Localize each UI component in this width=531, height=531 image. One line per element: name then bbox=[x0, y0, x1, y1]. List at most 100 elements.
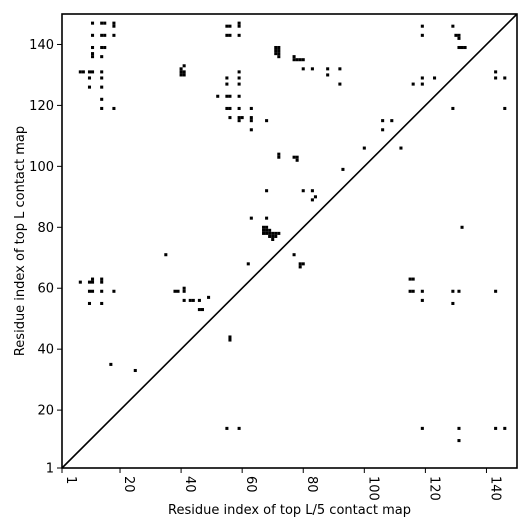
contact-point bbox=[295, 155, 299, 159]
contact-point bbox=[274, 52, 278, 56]
y-tick-label: 60 bbox=[37, 282, 54, 297]
x-tick-label: 60 bbox=[243, 476, 258, 493]
contact-point bbox=[249, 119, 253, 123]
contact-point bbox=[112, 24, 116, 28]
contact-point bbox=[310, 67, 314, 71]
contact-point bbox=[100, 21, 104, 25]
contact-point bbox=[228, 106, 232, 110]
contact-point bbox=[277, 155, 281, 159]
contact-point bbox=[249, 128, 253, 132]
contact-point bbox=[451, 301, 455, 305]
contact-point bbox=[265, 231, 269, 235]
contact-point bbox=[228, 33, 232, 37]
contact-point bbox=[182, 64, 186, 68]
contact-point bbox=[91, 70, 95, 74]
contact-point bbox=[87, 76, 92, 80]
contact-point bbox=[271, 237, 275, 241]
y-tick-label: 120 bbox=[29, 99, 54, 114]
contact-point bbox=[237, 76, 241, 80]
contact-point bbox=[100, 289, 104, 293]
contact-point bbox=[246, 262, 250, 266]
contact-point bbox=[381, 128, 385, 132]
contact-point bbox=[100, 76, 104, 80]
contact-point bbox=[228, 116, 232, 120]
contact-point bbox=[399, 146, 403, 150]
contact-point bbox=[341, 167, 345, 171]
contact-point bbox=[179, 67, 183, 71]
contact-point bbox=[265, 119, 269, 123]
contact-point bbox=[362, 146, 366, 150]
contact-point bbox=[454, 33, 458, 37]
contact-point bbox=[411, 289, 415, 293]
contact-point bbox=[240, 116, 244, 120]
x-tick-label: 80 bbox=[304, 476, 319, 493]
contact-point bbox=[451, 24, 455, 28]
contact-point bbox=[228, 335, 232, 339]
contact-point bbox=[100, 33, 104, 37]
x-tick-label: 140 bbox=[487, 476, 502, 501]
y-tick-label: 80 bbox=[37, 221, 54, 236]
contact-point bbox=[91, 280, 95, 284]
contact-point bbox=[225, 33, 229, 37]
contact-point bbox=[249, 106, 253, 110]
contact-point bbox=[420, 298, 424, 302]
contact-point bbox=[78, 70, 82, 74]
contact-point bbox=[420, 426, 424, 430]
contact-point bbox=[292, 253, 296, 257]
contact-point bbox=[408, 277, 412, 281]
contact-point bbox=[179, 73, 183, 77]
contact-point bbox=[216, 94, 220, 98]
contact-point bbox=[103, 33, 107, 37]
contact-point bbox=[326, 73, 330, 77]
contact-point bbox=[100, 45, 104, 50]
contact-point bbox=[326, 67, 330, 71]
contact-point bbox=[268, 228, 272, 232]
contact-point bbox=[237, 33, 241, 37]
y-tick-label: 140 bbox=[29, 38, 54, 53]
contact-point bbox=[298, 262, 302, 266]
y-axis-label: Residue index of top L contact map bbox=[13, 126, 28, 356]
plot-frame bbox=[61, 13, 518, 469]
contact-point bbox=[225, 82, 229, 86]
x-axis-ticks: 1 20 40 60 80 100 120 140 bbox=[61, 468, 502, 501]
contact-point bbox=[103, 45, 107, 50]
contact-point bbox=[457, 36, 461, 40]
contact-point bbox=[494, 289, 498, 293]
contact-point bbox=[87, 85, 92, 89]
contact-point bbox=[249, 216, 253, 220]
contact-point bbox=[87, 70, 92, 74]
contact-point bbox=[271, 231, 275, 235]
contact-point bbox=[182, 298, 186, 302]
contact-point bbox=[91, 33, 95, 37]
contact-point bbox=[277, 152, 281, 156]
contact-point bbox=[277, 49, 281, 53]
contact-point bbox=[78, 280, 82, 284]
contact-point bbox=[494, 76, 498, 80]
contact-point bbox=[173, 289, 177, 293]
y-tick-label: 20 bbox=[37, 404, 54, 419]
contact-point bbox=[225, 24, 229, 28]
contact-point bbox=[277, 55, 281, 59]
contact-point bbox=[228, 338, 232, 342]
contact-point bbox=[237, 94, 241, 98]
x-tick-label: 1 bbox=[63, 476, 78, 484]
contact-point bbox=[87, 280, 92, 284]
contact-point bbox=[100, 277, 104, 281]
contact-point bbox=[338, 82, 342, 86]
contact-point bbox=[179, 70, 183, 74]
contact-point bbox=[301, 262, 305, 266]
contact-point bbox=[100, 97, 104, 101]
contact-point bbox=[292, 55, 296, 59]
contact-point bbox=[237, 24, 241, 28]
contact-point bbox=[262, 231, 266, 235]
contact-point bbox=[274, 45, 278, 50]
contact-point bbox=[301, 189, 305, 193]
contact-point bbox=[237, 116, 241, 120]
contact-point bbox=[262, 228, 266, 232]
contact-point bbox=[91, 45, 95, 50]
contact-point bbox=[237, 82, 241, 86]
contact-point bbox=[457, 45, 461, 50]
contact-point bbox=[164, 253, 168, 257]
contact-point bbox=[494, 70, 498, 74]
